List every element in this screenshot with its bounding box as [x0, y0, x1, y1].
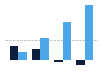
Bar: [76, 60, 85, 65]
Bar: [85, 5, 93, 60]
Bar: [10, 46, 18, 60]
Bar: [32, 49, 40, 60]
Bar: [63, 22, 71, 60]
Bar: [40, 38, 49, 60]
Bar: [54, 60, 63, 62]
Bar: [18, 52, 27, 60]
